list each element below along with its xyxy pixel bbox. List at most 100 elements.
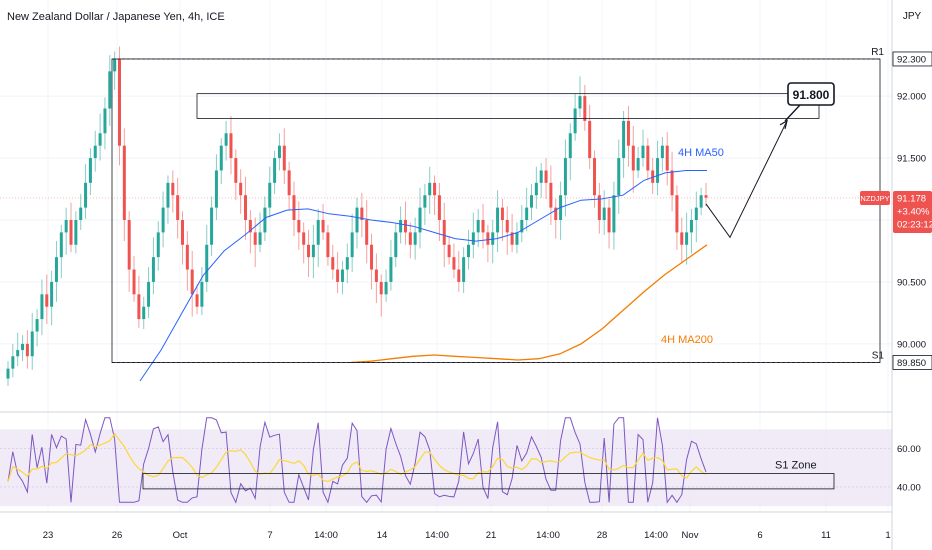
candle-body[interactable] — [670, 170, 674, 196]
candle-body[interactable] — [466, 244, 470, 258]
candle-body[interactable] — [437, 195, 441, 220]
candle-body[interactable] — [457, 269, 461, 282]
candle-body[interactable] — [471, 232, 475, 245]
candle[interactable] — [573, 93, 577, 141]
time-tick-label[interactable]: Nov — [682, 530, 699, 541]
candle-body[interactable] — [500, 207, 504, 220]
candle[interactable] — [292, 181, 296, 237]
candle[interactable] — [602, 190, 606, 235]
candle[interactable] — [471, 212, 475, 259]
candle-body[interactable] — [307, 244, 311, 258]
candle[interactable] — [539, 163, 543, 198]
candle-body[interactable] — [74, 220, 78, 245]
candle-body[interactable] — [704, 195, 708, 198]
candle-body[interactable] — [336, 269, 340, 282]
candle-body[interactable] — [282, 145, 286, 171]
price-tick-label[interactable]: 92.000 — [897, 92, 926, 103]
candle-body[interactable] — [181, 220, 184, 245]
candle[interactable] — [11, 343, 15, 378]
candle-body[interactable] — [452, 257, 456, 270]
candle[interactable] — [437, 182, 441, 242]
candle-body[interactable] — [365, 220, 369, 245]
candle[interactable] — [496, 190, 500, 253]
candle-body[interactable] — [340, 269, 344, 282]
candle[interactable] — [394, 223, 398, 268]
candle-body[interactable] — [389, 257, 393, 282]
candle-body[interactable] — [161, 207, 165, 233]
candle-body[interactable] — [403, 220, 407, 233]
candle-body[interactable] — [355, 207, 359, 233]
candle-body[interactable] — [583, 96, 587, 121]
level-badge[interactable] — [892, 355, 932, 370]
time-tick-label[interactable]: 11 — [821, 530, 831, 541]
candle-body[interactable] — [374, 269, 378, 282]
candle[interactable] — [234, 149, 238, 201]
candle-body[interactable] — [117, 58, 121, 146]
candle[interactable] — [307, 229, 311, 277]
time-tick-label[interactable]: 28 — [597, 530, 608, 541]
candle[interactable] — [6, 361, 10, 386]
candle-body[interactable] — [685, 232, 689, 245]
candle[interactable] — [466, 229, 470, 270]
currency-label[interactable]: JPY — [903, 11, 922, 22]
candle[interactable] — [122, 128, 126, 242]
candle-body[interactable] — [132, 269, 136, 295]
candle-body[interactable] — [273, 158, 277, 183]
candle-body[interactable] — [694, 207, 698, 220]
candle[interactable] — [277, 133, 281, 171]
candle-body[interactable] — [16, 350, 20, 357]
candle[interactable] — [50, 270, 54, 326]
candle[interactable] — [214, 154, 218, 220]
candle[interactable] — [282, 128, 286, 185]
candle-body[interactable] — [554, 207, 558, 220]
candle[interactable] — [568, 123, 572, 181]
candle-body[interactable] — [447, 244, 451, 258]
candle-body[interactable] — [30, 331, 34, 357]
candle-body[interactable] — [544, 170, 548, 183]
candle-body[interactable] — [433, 182, 437, 196]
candle-body[interactable] — [79, 207, 83, 220]
candle-body[interactable] — [597, 195, 601, 220]
symbol-badge[interactable] — [860, 190, 890, 205]
price-tick-label[interactable]: 90.000 — [897, 339, 926, 350]
time-tick-label[interactable]: 1 — [885, 530, 890, 541]
candle-body[interactable] — [21, 343, 25, 351]
candle-body[interactable] — [248, 220, 252, 233]
candle-body[interactable] — [234, 158, 238, 183]
candle-body[interactable] — [59, 232, 63, 258]
candle[interactable] — [428, 166, 432, 214]
candle-body[interactable] — [64, 220, 68, 233]
price-tick-label[interactable]: 90.500 — [897, 277, 926, 288]
candle-body[interactable] — [539, 170, 543, 183]
candle[interactable] — [670, 151, 674, 212]
candle-body[interactable] — [200, 281, 204, 307]
candle-body[interactable] — [25, 343, 29, 357]
candle-body[interactable] — [93, 145, 97, 159]
candle-body[interactable] — [699, 195, 703, 208]
candle[interactable] — [413, 217, 417, 260]
candle-body[interactable] — [69, 220, 73, 245]
candle-body[interactable] — [515, 232, 519, 245]
candle-body[interactable] — [190, 269, 194, 295]
candle[interactable] — [626, 106, 630, 167]
candle-body[interactable] — [345, 257, 349, 270]
candle[interactable] — [675, 185, 679, 250]
candle-body[interactable] — [394, 232, 398, 258]
candle-body[interactable] — [297, 220, 301, 233]
candle-body[interactable] — [277, 145, 281, 159]
level-badge-value[interactable]: 92.300 — [897, 54, 926, 65]
candle-body[interactable] — [147, 281, 151, 307]
candle[interactable] — [389, 239, 393, 291]
candle-body[interactable] — [588, 120, 592, 159]
symbol-badge-label[interactable]: NZDJPY — [860, 194, 889, 203]
candle-body[interactable] — [675, 195, 679, 233]
candle[interactable] — [374, 253, 378, 303]
candle-body[interactable] — [113, 58, 117, 72]
candle[interactable] — [311, 224, 315, 279]
time-tick-label[interactable]: 26 — [112, 530, 123, 541]
candle[interactable] — [156, 221, 160, 271]
candle[interactable] — [452, 243, 456, 279]
candle-body[interactable] — [631, 145, 635, 171]
candle[interactable] — [685, 212, 689, 265]
time-tick-label[interactable]: 14:00 — [536, 530, 560, 541]
